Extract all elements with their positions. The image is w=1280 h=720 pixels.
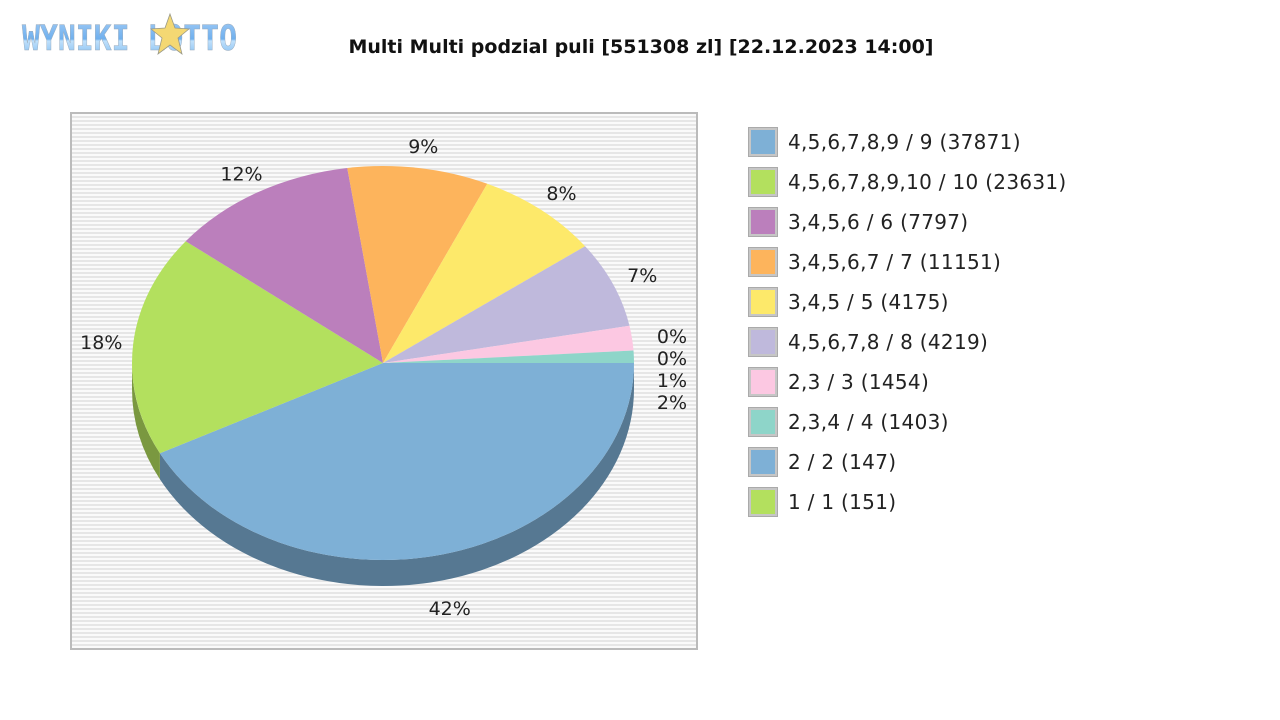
- legend-item: 4,5,6,7,8,9 / 9 (37871): [748, 122, 1067, 162]
- legend-item: 2 / 2 (147): [748, 442, 1067, 482]
- legend-item: 4,5,6,7,8 / 8 (4219): [748, 322, 1067, 362]
- slice-percent-label: 12%: [220, 163, 262, 185]
- slice-percent-label: 18%: [80, 332, 122, 354]
- pie-slice-side: [132, 363, 160, 480]
- slice-percent-label: 0%: [657, 326, 687, 348]
- legend-swatch: [748, 447, 778, 477]
- legend-swatch: [748, 327, 778, 357]
- pie-chart: 42%18%12%9%8%7%2%1%0%0%: [70, 112, 698, 650]
- legend-swatch: [748, 367, 778, 397]
- pie-slice[interactable]: [383, 246, 630, 363]
- legend-label: 2 / 2 (147): [788, 450, 897, 474]
- slice-percent-label: 9%: [408, 136, 438, 158]
- legend-label: 4,5,6,7,8,9 / 9 (37871): [788, 130, 1021, 154]
- legend-item: 3,4,5,6,7 / 7 (11151): [748, 242, 1067, 282]
- legend-swatch: [748, 287, 778, 317]
- slice-percent-label: 2%: [657, 392, 687, 414]
- pie-slice[interactable]: [347, 166, 488, 363]
- slice-percent-label: 7%: [627, 265, 657, 287]
- legend-item: 1 / 1 (151): [748, 482, 1067, 522]
- pie-slice[interactable]: [383, 350, 634, 363]
- legend-label: 4,5,6,7,8,9,10 / 10 (23631): [788, 170, 1067, 194]
- legend-swatch: [748, 167, 778, 197]
- legend-label: 3,4,5 / 5 (4175): [788, 290, 949, 314]
- pie-slice[interactable]: [383, 325, 634, 363]
- chart-title: Multi Multi podzial puli [551308 zl] [22…: [348, 36, 934, 58]
- wyniki-lotto-logo: WYNIKI LOTTO: [22, 12, 237, 58]
- legend-label: 2,3,4 / 4 (1403): [788, 410, 949, 434]
- slice-percent-label: 1%: [657, 370, 687, 392]
- legend-item: 2,3 / 3 (1454): [748, 362, 1067, 402]
- legend-item: 3,4,5 / 5 (4175): [748, 282, 1067, 322]
- legend-label: 3,4,5,6,7 / 7 (11151): [788, 250, 1002, 274]
- legend-item: 4,5,6,7,8,9,10 / 10 (23631): [748, 162, 1067, 202]
- pie-slice[interactable]: [383, 183, 586, 363]
- legend-swatch: [748, 487, 778, 517]
- slice-percent-label: 8%: [546, 183, 576, 205]
- slice-percent-label: 0%: [657, 348, 687, 370]
- svg-text:WYNIKI LOTTO: WYNIKI LOTTO: [22, 19, 237, 58]
- legend-label: 4,5,6,7,8 / 8 (4219): [788, 330, 989, 354]
- slice-percent-label: 42%: [429, 598, 471, 620]
- legend-item: 2,3,4 / 4 (1403): [748, 402, 1067, 442]
- legend-swatch: [748, 207, 778, 237]
- legend-swatch: [748, 247, 778, 277]
- legend-swatch: [748, 407, 778, 437]
- pie-slice[interactable]: [185, 168, 383, 363]
- pie-slice[interactable]: [159, 363, 635, 561]
- legend: 4,5,6,7,8,9 / 9 (37871) 4,5,6,7,8,9,10 / …: [748, 122, 1067, 522]
- legend-swatch: [748, 127, 778, 157]
- legend-label: 3,4,5,6 / 6 (7797): [788, 210, 969, 234]
- legend-label: 2,3 / 3 (1454): [788, 370, 930, 394]
- legend-label: 1 / 1 (151): [788, 490, 897, 514]
- legend-item: 3,4,5,6 / 6 (7797): [748, 202, 1067, 242]
- pie-slice[interactable]: [132, 241, 383, 454]
